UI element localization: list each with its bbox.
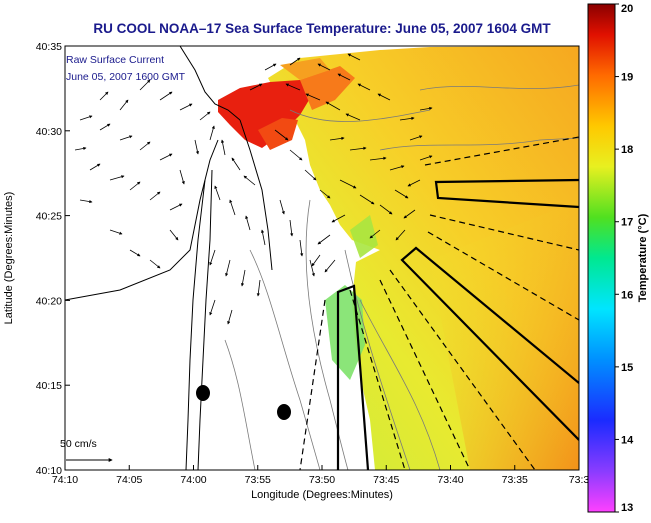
sector-outlines xyxy=(336,178,579,470)
y-tick-label: 40:10 xyxy=(36,465,62,477)
colorbar-tick-label: 20 xyxy=(621,3,633,15)
plot-area xyxy=(65,46,579,470)
current-vectors xyxy=(74,53,433,325)
x-tick-label: 73:55 xyxy=(245,474,271,486)
colorbar-tick-label: 16 xyxy=(621,289,633,301)
y-axis-label: Latitude (Degrees:Minutes) xyxy=(3,192,15,325)
current-overlay-label: Raw Surface Current xyxy=(66,54,164,66)
x-tick-label: 73:35 xyxy=(502,474,528,486)
x-tick-label: 74:10 xyxy=(52,474,78,486)
x-tick-label: 73:45 xyxy=(373,474,399,486)
colorbar-tick-label: 15 xyxy=(621,362,633,374)
sst-field xyxy=(218,46,579,470)
radial-dashed-lines xyxy=(299,136,579,470)
y-tick-label: 40:20 xyxy=(36,295,62,307)
x-tick-label: 74:00 xyxy=(180,474,206,486)
colorbar-tick-label: 18 xyxy=(621,144,633,156)
station-marker-2 xyxy=(277,404,291,420)
colorbar-tick-label: 17 xyxy=(621,217,633,229)
colorbar-label: Temperature (°C) xyxy=(637,213,649,302)
y-axis-ticks: 40:35 40:30 40:25 40:20 40:15 40:10 xyxy=(36,41,70,477)
x-tick-label: 73:3 xyxy=(569,474,590,486)
scale-label: 50 cm/s xyxy=(60,438,97,450)
colorbar-tick-label: 19 xyxy=(621,72,633,84)
colorbar xyxy=(587,3,616,513)
y-tick-label: 40:25 xyxy=(36,211,62,223)
x-tick-label: 73:40 xyxy=(437,474,463,486)
coastline xyxy=(65,46,273,470)
station-marker-1 xyxy=(196,385,210,401)
colorbar-tick-label: 13 xyxy=(621,502,633,514)
x-tick-label: 74:05 xyxy=(116,474,142,486)
bathymetry-contours xyxy=(224,84,579,470)
current-overlay-date: June 05, 2007 1600 GMT xyxy=(66,71,186,83)
y-tick-label: 40:15 xyxy=(36,380,62,392)
x-axis-label: Longitude (Degrees:Minutes) xyxy=(251,489,393,501)
colorbar-tick-label: 14 xyxy=(621,434,634,446)
colorbar-ticks: 20 19 18 17 16 15 14 13 xyxy=(615,3,634,514)
y-tick-label: 40:30 xyxy=(36,126,62,138)
x-tick-label: 73:50 xyxy=(309,474,335,486)
x-axis-ticks: 74:10 74:05 74:00 73:55 73:50 73:45 73:40 73:35… xyxy=(52,465,590,486)
map-title: RU COOL NOAA–17 Sea Surface Temperature:… xyxy=(93,21,551,36)
y-tick-label: 40:35 xyxy=(36,41,62,53)
